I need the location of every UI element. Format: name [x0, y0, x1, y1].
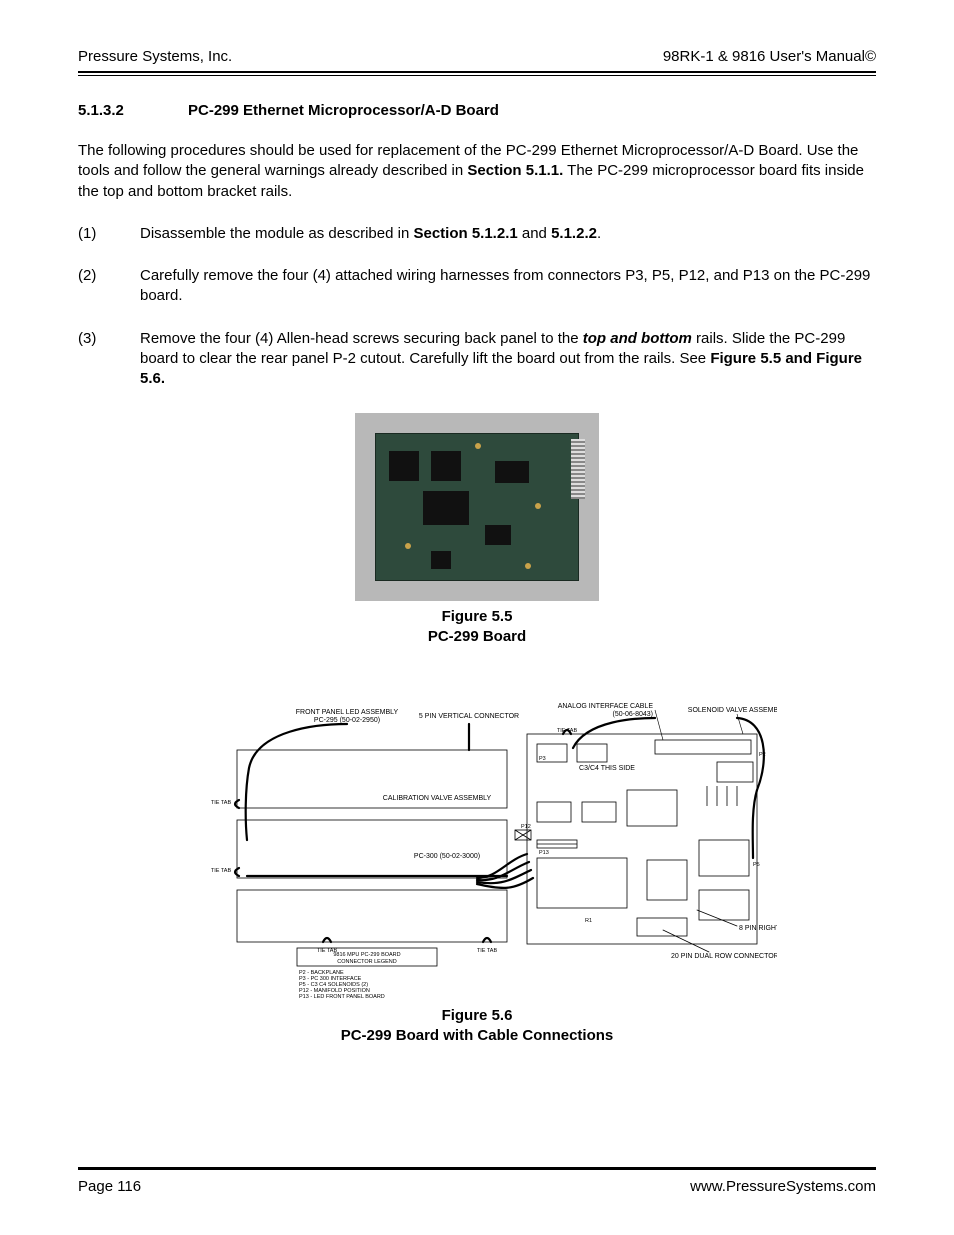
- figure-5-6-caption: Figure 5.6 PC-299 Board with Cable Conne…: [78, 1006, 876, 1045]
- footer-right: www.PressureSystems.com: [690, 1178, 876, 1195]
- step-text: Remove the four (4) Allen-head screws se…: [140, 329, 876, 390]
- steps-list: (1)Disassemble the module as described i…: [78, 224, 876, 390]
- step-text-run: and: [518, 225, 551, 242]
- figure-5-5: Figure 5.5 PC-299 Board: [78, 413, 876, 646]
- svg-text:CALIBRATION VALVE ASSEMBLY: CALIBRATION VALVE ASSEMBLY: [383, 795, 492, 802]
- step-item: (1)Disassemble the module as described i…: [78, 224, 876, 244]
- svg-text:P12: P12: [521, 824, 531, 830]
- page-header: Pressure Systems, Inc. 98RK-1 & 9816 Use…: [78, 48, 876, 71]
- svg-text:P13: P13: [539, 850, 549, 856]
- svg-text:ANALOG INTERFACE CABLE: ANALOG INTERFACE CABLE: [558, 703, 654, 710]
- step-number: (2): [78, 266, 140, 307]
- svg-text:(50-06-8043): (50-06-8043): [613, 711, 653, 718]
- svg-text:R1: R1: [585, 918, 592, 924]
- svg-text:P13 - LED FRONT PANEL BOARD: P13 - LED FRONT PANEL BOARD: [299, 994, 385, 1000]
- header-right: 98RK-1 & 9816 User's Manual©: [663, 48, 876, 65]
- svg-text:SOLENOID VALVE ASSEMBLY: SOLENOID VALVE ASSEMBLY: [688, 707, 777, 714]
- header-rule-thin: [78, 75, 876, 76]
- svg-text:C3/C4 THIS SIDE: C3/C4 THIS SIDE: [579, 765, 635, 772]
- svg-text:TIE TAB: TIE TAB: [477, 948, 498, 954]
- svg-text:PC-300 (50-02-3000): PC-300 (50-02-3000): [414, 853, 480, 860]
- figure-5-5-caption: Figure 5.5 PC-299 Board: [78, 607, 876, 646]
- step-text: Carefully remove the four (4) attached w…: [140, 266, 876, 307]
- step-text-emphasis: top and bottom: [583, 330, 692, 347]
- header-left: Pressure Systems, Inc.: [78, 48, 232, 65]
- intro-bold: Section 5.1.1.: [467, 162, 563, 179]
- header-rule-thick: [78, 71, 876, 73]
- footer-rule-thick: [78, 1168, 876, 1170]
- step-text-run: Remove the four (4) Allen-head screws se…: [140, 330, 583, 347]
- page-footer: Page 116 www.PressureSystems.com: [78, 1167, 876, 1195]
- footer-left: Page 116: [78, 1178, 141, 1195]
- svg-text:8 PIN RIGHT ANGLE LOCKING CONN: 8 PIN RIGHT ANGLE LOCKING CONNECTOR: [739, 925, 777, 932]
- section-heading: 5.1.3.2 PC-299 Ethernet Microprocessor/A…: [78, 102, 876, 119]
- intro-paragraph: The following procedures should be used …: [78, 141, 876, 202]
- step-number: (3): [78, 329, 140, 390]
- step-item: (2)Carefully remove the four (4) attache…: [78, 266, 876, 307]
- figure-5-6: FRONT PANEL LED ASSEMBLY PC-295 (50-02-2…: [78, 690, 876, 1045]
- section-title: PC-299 Ethernet Microprocessor/A-D Board: [188, 102, 499, 119]
- step-text-run: Carefully remove the four (4) attached w…: [140, 267, 870, 304]
- section-number: 5.1.3.2: [78, 102, 188, 119]
- svg-text:TIE TAB: TIE TAB: [211, 800, 232, 806]
- step-text-run: .: [597, 225, 601, 242]
- svg-text:P2: P2: [759, 752, 766, 758]
- step-text: Disassemble the module as described in S…: [140, 224, 876, 244]
- svg-text:P5: P5: [753, 862, 760, 868]
- figure-5-6-caption-line2: PC-299 Board with Cable Connections: [78, 1026, 876, 1046]
- figure-5-6-diagram: FRONT PANEL LED ASSEMBLY PC-295 (50-02-2…: [177, 690, 777, 1000]
- step-text-run: Disassemble the module as described in: [140, 225, 413, 242]
- svg-text:FRONT PANEL LED ASSEMBLY: FRONT PANEL LED ASSEMBLY: [296, 709, 399, 716]
- svg-text:9816 MPU PC-299 BOARD: 9816 MPU PC-299 BOARD: [333, 952, 400, 958]
- pcb-board-graphic: [375, 433, 579, 581]
- figure-5-5-caption-line1: Figure 5.5: [78, 607, 876, 627]
- svg-text:P3: P3: [539, 756, 546, 762]
- figure-5-5-caption-line2: PC-299 Board: [78, 627, 876, 647]
- step-text-emphasis: 5.1.2.2: [551, 225, 597, 242]
- figure-5-6-caption-line1: Figure 5.6: [78, 1006, 876, 1026]
- svg-text:20 PIN DUAL ROW CONNECTOR: 20 PIN DUAL ROW CONNECTOR: [671, 953, 777, 960]
- svg-text:TIE TAB: TIE TAB: [211, 868, 232, 874]
- step-number: (1): [78, 224, 140, 244]
- svg-text:CONNECTOR LEGEND: CONNECTOR LEGEND: [337, 959, 397, 965]
- step-text-emphasis: Section 5.1.2.1: [413, 225, 517, 242]
- svg-text:PC-295 (50-02-2950): PC-295 (50-02-2950): [314, 717, 380, 724]
- svg-text:5 PIN VERTICAL CONNECTOR: 5 PIN VERTICAL CONNECTOR: [419, 713, 519, 720]
- figure-5-5-image: [355, 413, 599, 601]
- step-item: (3)Remove the four (4) Allen-head screws…: [78, 329, 876, 390]
- svg-text:TIE TAB: TIE TAB: [557, 728, 578, 734]
